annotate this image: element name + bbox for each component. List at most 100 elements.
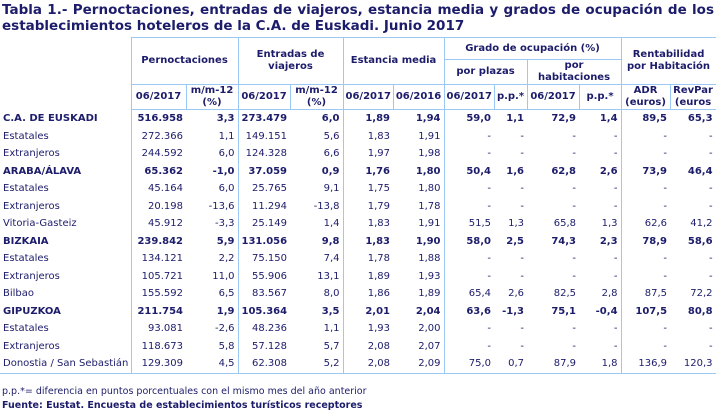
value-cell: 58,0 xyxy=(466,235,492,247)
value-cell: -3,3 xyxy=(186,215,239,233)
value-cell: - xyxy=(487,270,492,282)
subheader-cell: 06/2017 xyxy=(130,84,187,110)
value-cell: 155.592 xyxy=(141,288,183,300)
value-cell: 13,1 xyxy=(290,267,344,285)
value-cell: 2,00 xyxy=(393,320,445,338)
value-cell: - xyxy=(520,270,525,282)
value-cell: - xyxy=(487,130,492,142)
value-cell: 2,08 xyxy=(367,340,391,352)
value-cell: 74,3 xyxy=(551,235,577,247)
value-cell: - xyxy=(670,337,716,355)
value-cell: 1,93 xyxy=(367,323,391,335)
table-row: Bilbao 155.592 6,5 83.567 8,0 1,86 1,89 65,4 2,6… xyxy=(0,285,716,303)
value-cell: 75,0 xyxy=(444,355,495,374)
value-cell: - xyxy=(572,148,577,160)
value-cell: 134.121 xyxy=(141,253,183,265)
value-cell: 1,88 xyxy=(393,250,445,268)
value-cell: - xyxy=(487,323,492,335)
table-row: GIPUZKOA 211.754 1,9 105.364 3,5 2,01 2,04 63,6… xyxy=(0,302,716,320)
value-cell: 105.364 xyxy=(241,305,288,317)
corner-cell xyxy=(0,37,132,110)
value-cell: 273.479 xyxy=(241,113,288,125)
value-cell: 1,4 xyxy=(579,109,622,128)
value-cell: - xyxy=(579,145,622,163)
value-cell: 1,9 xyxy=(186,302,239,320)
value-cell: 1,89 xyxy=(365,113,391,125)
value-cell: - xyxy=(663,148,668,160)
value-cell: - xyxy=(670,127,716,145)
value-cell: 59,0 xyxy=(466,113,492,125)
value-cell: 516.958 xyxy=(137,113,183,125)
table-row: Extranjeros 105.721 11,0 55.906 13,1 1,89 1,93… xyxy=(0,267,716,285)
value-cell: 1,83 xyxy=(367,130,391,142)
table-row: Donostia / San Sebastián 129.309 4,5 62.308… xyxy=(0,355,716,374)
value-cell: 0,7 xyxy=(494,355,528,374)
value-cell: 75,1 xyxy=(551,305,577,317)
value-cell: 87,9 xyxy=(527,355,580,374)
value-cell: - xyxy=(579,180,622,198)
value-cell: 62,6 xyxy=(644,218,668,230)
value-cell: -1,3 xyxy=(502,305,525,317)
value-cell: 1,97 xyxy=(367,148,391,160)
value-cell: 5,8 xyxy=(186,337,239,355)
value-cell: 4,5 xyxy=(186,355,239,374)
value-cell: - xyxy=(487,148,492,160)
value-cell: 211.754 xyxy=(137,305,183,317)
value-cell: 48.236 xyxy=(252,323,288,335)
subheader-cell: 06/2016 xyxy=(392,84,445,110)
value-cell: 1,3 xyxy=(579,215,622,233)
value-cell: - xyxy=(670,145,716,163)
value-cell: - xyxy=(487,200,492,212)
value-cell: 8,0 xyxy=(290,285,344,303)
row-label: ARABA/ÁLAVA xyxy=(0,162,132,180)
value-cell: 65.362 xyxy=(144,165,183,177)
table-row: Vitoria-Gasteiz 45.912 -3,3 25.149 1,4 1,83 1,… xyxy=(0,215,716,233)
value-cell: - xyxy=(663,270,668,282)
value-cell: 1,91 xyxy=(393,127,445,145)
value-cell: 72,2 xyxy=(670,285,716,303)
value-cell: - xyxy=(670,250,716,268)
table-row: ARABA/ÁLAVA 65.362 -1,0 37.059 0,9 1,76 1,80 50… xyxy=(0,162,716,180)
value-cell: 1,89 xyxy=(393,285,445,303)
value-cell: - xyxy=(572,323,577,335)
value-cell: 82,5 xyxy=(553,288,577,300)
value-cell: 87,5 xyxy=(644,288,668,300)
value-cell: 129.309 xyxy=(131,355,186,374)
value-cell: 9,8 xyxy=(290,232,344,250)
value-cell: 1,79 xyxy=(367,200,391,212)
value-cell: 3,5 xyxy=(290,302,344,320)
value-cell: 2,09 xyxy=(393,355,445,374)
value-cell: 1,86 xyxy=(367,288,391,300)
row-label: Extranjeros xyxy=(0,267,132,285)
value-cell: - xyxy=(487,183,492,195)
value-cell: 124.328 xyxy=(245,148,288,160)
subheader-cell: 06/2017 xyxy=(342,84,394,110)
value-cell: 89,5 xyxy=(642,113,668,125)
value-cell: - xyxy=(520,130,525,142)
value-cell: - xyxy=(579,320,622,338)
table-row: Estatales 272.366 1,1 149.151 5,6 1,83 1,91- - -… xyxy=(0,127,716,145)
value-cell: -13,6 xyxy=(186,197,239,215)
value-cell: - xyxy=(572,130,577,142)
value-cell: 45.912 xyxy=(148,218,183,230)
value-cell: - xyxy=(520,340,525,352)
value-cell: 239.842 xyxy=(137,235,183,247)
header-plazas: por plazas xyxy=(443,59,528,85)
row-label: Bilbao xyxy=(0,285,132,303)
value-cell: 1,98 xyxy=(393,145,445,163)
value-cell: 55.906 xyxy=(252,270,288,282)
value-cell: -2,6 xyxy=(186,320,239,338)
value-cell: 6,5 xyxy=(186,285,239,303)
value-cell: 5,2 xyxy=(290,355,344,374)
value-cell: 1,78 xyxy=(367,253,391,265)
value-cell: 63,6 xyxy=(466,305,492,317)
value-cell: - xyxy=(520,200,525,212)
row-label: GIPUZKOA xyxy=(0,302,132,320)
value-cell: 83.567 xyxy=(252,288,288,300)
value-cell: - xyxy=(579,127,622,145)
value-cell: 62,8 xyxy=(551,165,577,177)
value-cell: 9,1 xyxy=(290,180,344,198)
table-row: BIZKAIA 239.842 5,9 131.056 9,8 1,83 1,90 58,0 2… xyxy=(0,232,716,250)
value-cell: - xyxy=(670,267,716,285)
value-cell: 2,6 xyxy=(508,288,525,300)
